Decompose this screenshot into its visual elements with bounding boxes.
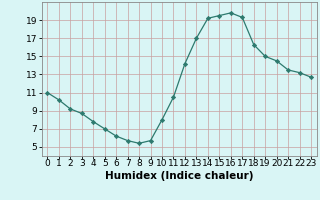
X-axis label: Humidex (Indice chaleur): Humidex (Indice chaleur) [105,171,253,181]
